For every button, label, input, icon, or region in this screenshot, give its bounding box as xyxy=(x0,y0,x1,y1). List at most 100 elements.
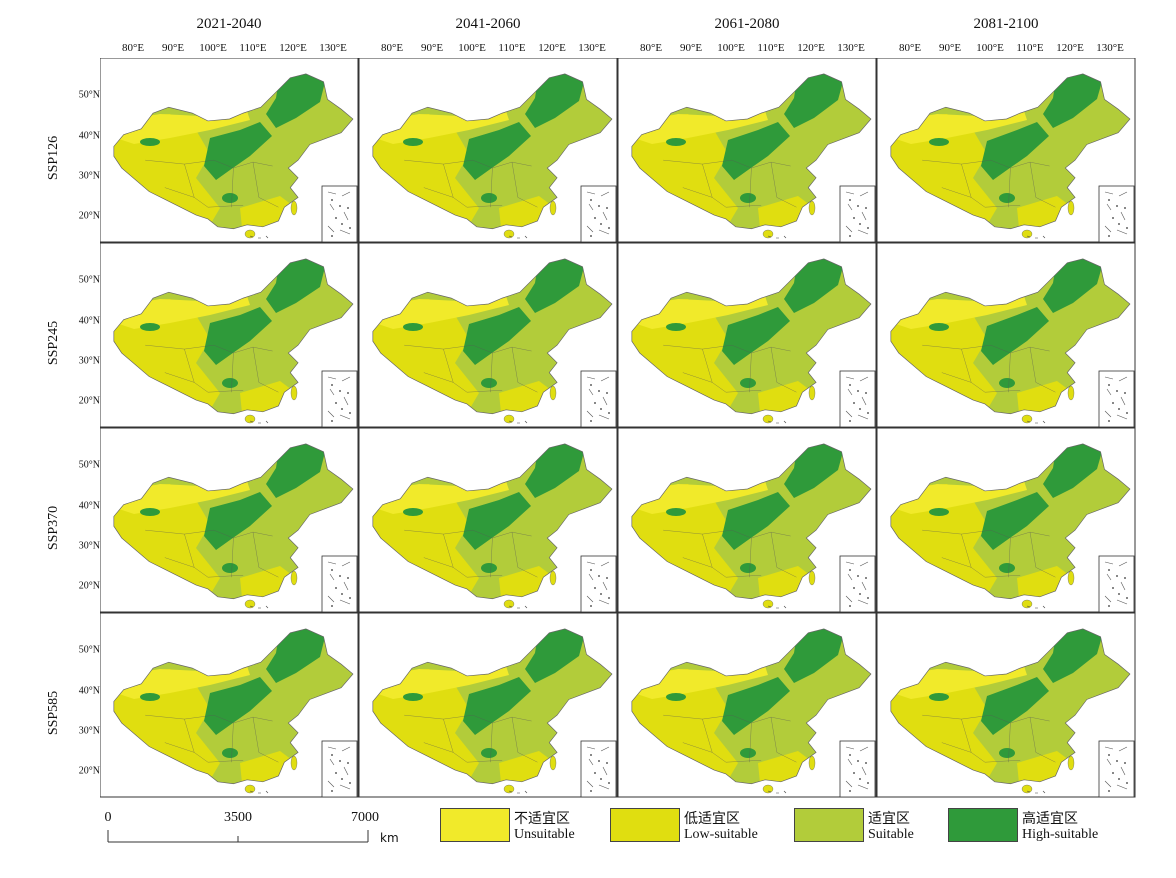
map-panel xyxy=(876,612,1136,798)
high-suitable-patch xyxy=(740,193,756,203)
high-suitable-patch xyxy=(481,378,497,388)
plateau-zone xyxy=(381,156,443,184)
hainan-island xyxy=(762,229,774,239)
national-boundary xyxy=(890,443,1131,600)
plateau-zone xyxy=(640,156,702,184)
column-title-3: 2061-2080 xyxy=(714,16,780,32)
national-boundary xyxy=(631,73,872,230)
longitude-tick: 90°E xyxy=(679,42,703,54)
southeast-zone xyxy=(758,196,814,229)
latitude-tick: 40°N xyxy=(78,685,100,697)
high-suitable-patch xyxy=(222,193,238,203)
longitude-tick: 110°E xyxy=(1016,42,1044,54)
nine-dash-marks xyxy=(1026,605,1046,609)
plateau-zone xyxy=(122,156,184,184)
southeast-zone xyxy=(758,381,814,414)
southeast-zone xyxy=(240,751,296,784)
national-boundary xyxy=(113,73,354,230)
legend-label-cn: 不适宜区 xyxy=(514,812,570,827)
province-boundaries xyxy=(663,159,797,208)
longitude-tick: 110°E xyxy=(757,42,785,54)
province-boundaries xyxy=(404,159,538,208)
south-china-sea-inset xyxy=(321,370,358,428)
longitude-tick: 100°E xyxy=(458,42,486,54)
high-suitable-patch xyxy=(222,748,238,758)
longitude-tick: 100°E xyxy=(976,42,1004,54)
latitude-tick: 40°N xyxy=(78,500,100,512)
longitude-tick: 100°E xyxy=(717,42,745,54)
national-boundary xyxy=(631,443,872,600)
plateau-zone xyxy=(899,341,961,369)
legend-label-cn: 高适宜区 xyxy=(1022,812,1078,827)
latitude-tick: 50°N xyxy=(78,89,100,101)
longitude-tick: 130°E xyxy=(319,42,347,54)
longitude-tick: 110°E xyxy=(239,42,267,54)
high-suitable-central xyxy=(463,677,531,735)
province-boundaries xyxy=(404,714,538,763)
national-boundary xyxy=(372,628,613,785)
south-china-sea-inset xyxy=(839,185,876,243)
high-suitable-patch xyxy=(481,748,497,758)
longitude-tick: 80°E xyxy=(121,42,145,54)
south-china-sea-inset xyxy=(321,555,358,613)
latitude-ticks-row-4: 50°N 40°N 30°N 20°N xyxy=(70,613,100,798)
map-panel xyxy=(876,58,1136,243)
high-suitable-central xyxy=(981,122,1049,180)
nine-dash-marks xyxy=(767,420,787,424)
province-boundaries xyxy=(145,714,279,763)
plateau-zone xyxy=(122,341,184,369)
high-suitable-patch xyxy=(999,563,1015,573)
latitude-tick: 20°N xyxy=(78,765,100,777)
south-china-sea-inset xyxy=(321,185,358,243)
taiwan-island xyxy=(549,755,557,771)
longitude-ticks-col-4: 80°E 90°E 100°E 110°E 120°E 130°E xyxy=(877,42,1135,56)
southeast-zone xyxy=(1017,196,1073,229)
national-boundary xyxy=(372,73,613,230)
high-suitable-central xyxy=(722,307,790,365)
province-boundaries xyxy=(922,344,1056,393)
hainan-island xyxy=(503,414,515,424)
southeast-zone xyxy=(240,566,296,599)
province-boundaries xyxy=(922,159,1056,208)
hainan-island xyxy=(1021,229,1033,239)
south-china-sea-inset xyxy=(1098,740,1135,798)
latitude-tick: 30°N xyxy=(78,355,100,367)
nine-dash-marks xyxy=(767,605,787,609)
high-suitable-central xyxy=(204,307,272,365)
plateau-zone xyxy=(381,711,443,739)
longitude-tick: 120°E xyxy=(279,42,307,54)
latitude-ticks-row-1: 50°N 40°N 30°N 20°N xyxy=(70,58,100,243)
nine-dash-marks xyxy=(767,235,787,239)
southeast-zone xyxy=(499,381,555,414)
column-title-2: 2041-2060 xyxy=(455,16,521,32)
plateau-zone xyxy=(122,526,184,554)
high-suitable-central xyxy=(981,307,1049,365)
hainan-island xyxy=(503,229,515,239)
province-boundaries xyxy=(922,529,1056,578)
high-suitable-patch xyxy=(999,748,1015,758)
national-boundary xyxy=(631,258,872,415)
taiwan-island xyxy=(290,570,298,586)
high-suitable-central xyxy=(463,492,531,550)
map-panel xyxy=(358,427,618,613)
longitude-tick: 80°E xyxy=(639,42,663,54)
province-boundaries xyxy=(145,159,279,208)
south-china-sea-inset xyxy=(839,555,876,613)
high-suitable-patch xyxy=(929,508,949,516)
high-suitable-central xyxy=(463,307,531,365)
province-boundaries xyxy=(663,714,797,763)
high-suitable-central xyxy=(722,122,790,180)
longitude-ticks-col-3: 80°E 90°E 100°E 110°E 120°E 130°E xyxy=(618,42,876,56)
south-china-sea-inset xyxy=(1098,370,1135,428)
taiwan-island xyxy=(808,755,816,771)
plateau-zone xyxy=(899,711,961,739)
national-boundary xyxy=(372,258,613,415)
plateau-zone xyxy=(122,711,184,739)
nine-dash-marks xyxy=(1026,790,1046,794)
high-suitable-patch xyxy=(666,323,686,331)
high-suitable-patch xyxy=(999,193,1015,203)
southeast-zone xyxy=(240,196,296,229)
high-suitable-patch xyxy=(403,138,423,146)
south-china-sea-inset xyxy=(321,740,358,798)
province-boundaries xyxy=(145,344,279,393)
